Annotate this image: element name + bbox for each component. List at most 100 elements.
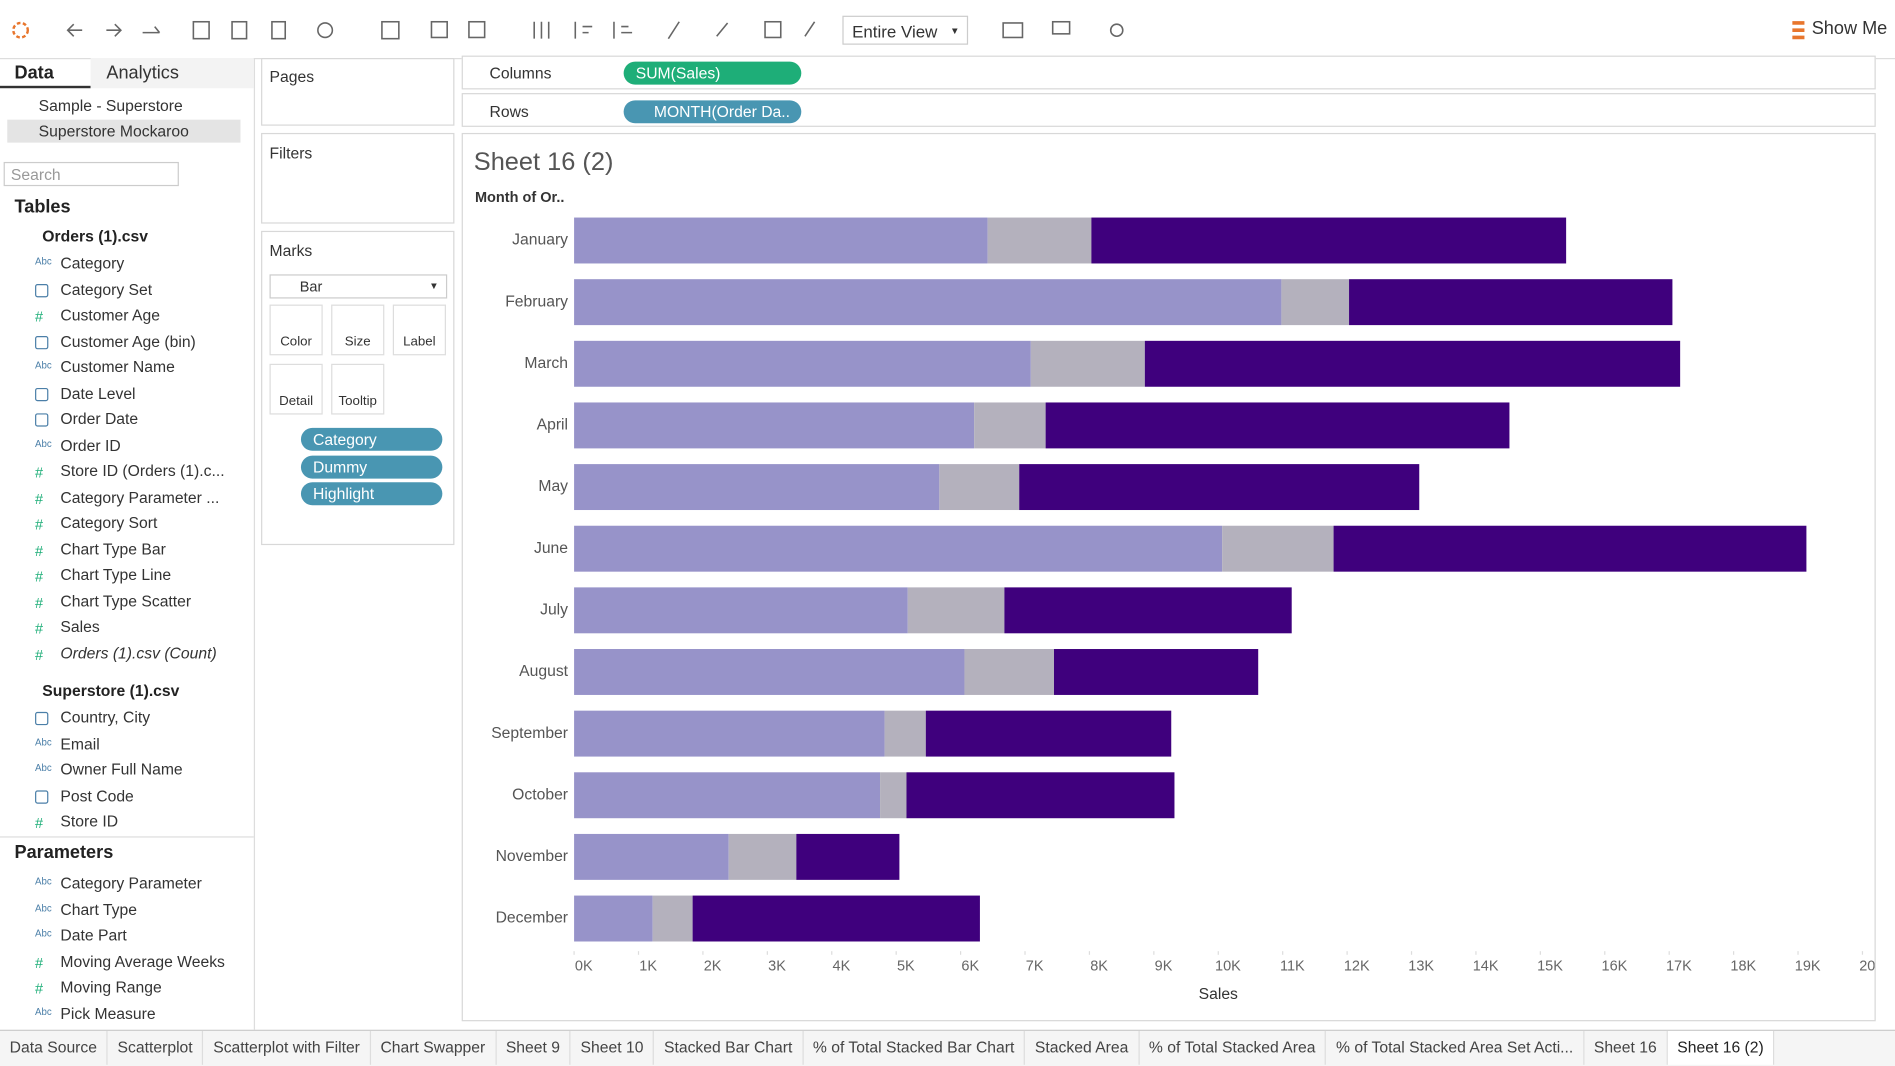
field[interactable]: Customer Age (bin) [60,331,196,350]
field[interactable]: Moving Average Weeks [60,951,225,970]
columns-pill[interactable]: SUM(Sales) [623,61,802,85]
sheet-tab[interactable]: Sheet 9 [496,1030,571,1065]
labels[interactable] [764,20,782,39]
field[interactable]: Country, City [60,708,151,727]
fix-axes[interactable] [804,21,816,37]
sheet-tab[interactable]: Scatterplot [108,1030,204,1065]
sheet-tab[interactable]: Chart Swapper [371,1030,497,1065]
presentation[interactable] [1051,20,1071,35]
marks-card: Marks Bar ▼ Color Size Label Detail Tooltip Ca… [261,230,455,546]
sheet-tab[interactable]: Scatterplot with Filter [204,1030,371,1065]
highlight[interactable] [667,21,680,40]
save[interactable] [192,20,210,40]
x-tick-label: 6K [961,959,979,975]
datasource[interactable]: Sample - Superstore [38,96,183,115]
field-icon: Abc [35,762,52,774]
marks-button[interactable]: Color [269,304,323,356]
bar-segment [574,649,965,695]
swap[interactable] [533,21,550,39]
new-datasource[interactable] [231,20,248,40]
sheet-tab[interactable]: Sheet 16 (2) [1667,1030,1775,1065]
field[interactable]: Date Part [60,925,127,944]
fit-dropdown[interactable]: Entire View ▼ [842,15,969,45]
field[interactable]: Category Set [60,279,153,298]
field[interactable]: Order Date [60,409,139,428]
mark-type-dropdown[interactable]: Bar ▼ [269,274,448,299]
share[interactable] [1109,23,1124,38]
field[interactable]: Chart Type Bar [60,539,166,558]
show-me[interactable]: Show Me [1811,18,1888,39]
search-box[interactable]: Search [3,161,179,187]
bar-segment [1281,279,1350,326]
field[interactable]: Chart Type Line [60,565,172,584]
y-tick-label: March [524,355,568,372]
table-name[interactable]: Orders (1).csv [42,227,148,246]
group[interactable] [716,22,729,37]
columns-shelf[interactable]: Columns SUM(Sales) [461,55,1876,90]
field[interactable]: Order ID [60,435,121,454]
data-tab[interactable]: Data [0,58,91,89]
sort-asc[interactable] [574,21,593,39]
filters-shelf[interactable]: Filters [261,132,455,224]
marks-button[interactable]: Detail [269,363,323,415]
marks-button[interactable]: Label [392,304,446,356]
sheet-tab[interactable]: Data Source [0,1030,108,1065]
sheet-tab[interactable]: Sheet 10 [571,1030,655,1065]
field-icon: Abc [35,360,52,372]
marks-button[interactable]: Tooltip [331,363,385,415]
analytics-tab[interactable]: Analytics [90,58,254,89]
rows-shelf[interactable]: Rows MONTH(Order Da.. [461,93,1876,127]
new-sheet[interactable] [381,20,400,40]
clear[interactable] [468,20,486,39]
sheet-tab[interactable]: Stacked Area [1025,1030,1140,1065]
marks-pill[interactable]: Category [300,427,443,451]
field[interactable]: Orders (1).csv (Count) [60,643,217,662]
sheet-tab[interactable]: Sheet 16 [1584,1030,1668,1065]
bar-segment [574,402,975,449]
sort-desc[interactable] [613,21,633,39]
field[interactable]: Pick Measure [60,1003,156,1022]
logo[interactable] [12,21,30,39]
y-tick-label: January [512,232,568,249]
x-tick-label: 15K [1537,959,1563,975]
marks-pill[interactable]: Dummy [300,455,443,479]
field[interactable]: Moving Range [60,977,162,996]
x-tick-label: 1K [639,959,657,975]
refresh[interactable] [317,22,334,39]
sheet-tab[interactable]: % of Total Stacked Area [1139,1030,1327,1065]
sheet-tab[interactable]: Stacked Bar Chart [654,1030,804,1065]
field[interactable]: Category Sort [60,513,158,532]
table-name[interactable]: Superstore (1).csv [42,681,180,700]
field[interactable]: Customer Name [60,357,175,376]
y-tick-label: August [519,663,569,680]
field[interactable]: Sales [60,617,100,636]
field[interactable]: Category [60,253,125,272]
field[interactable]: Date Level [60,383,136,402]
marks-pill[interactable]: Highlight [300,482,443,506]
field[interactable]: Chart Type [60,899,138,918]
undo[interactable] [66,23,83,37]
sheet-tab[interactable]: % of Total Stacked Bar Chart [803,1030,1026,1065]
field[interactable]: Store ID [60,812,119,831]
field[interactable]: Owner Full Name [60,760,183,779]
field[interactable]: Category Parameter ... [60,487,220,506]
rows-pill[interactable]: MONTH(Order Da.. [623,100,802,124]
marks-button[interactable]: Size [331,304,385,356]
field[interactable]: Category Parameter [60,873,202,892]
datasource[interactable]: Superstore Mockaroo [38,122,189,141]
pages-shelf[interactable]: Pages [261,58,455,126]
field[interactable]: Store ID (Orders (1).c... [60,461,225,480]
replay[interactable] [142,26,161,34]
field[interactable]: Post Code [60,786,134,805]
pause[interactable] [271,20,287,40]
sheet-tab[interactable]: % of Total Stacked Area Set Acti... [1326,1030,1585,1065]
bar-segment [1222,525,1334,572]
duplicate[interactable] [430,20,448,39]
redo[interactable] [106,23,122,37]
show-cards[interactable] [1002,22,1024,39]
y-tick-label: April [537,417,568,434]
field[interactable]: Email [60,734,100,753]
field[interactable]: Customer Age [60,305,160,324]
field[interactable]: Chart Type Scatter [60,591,192,610]
y-tick-label: May [538,478,568,495]
